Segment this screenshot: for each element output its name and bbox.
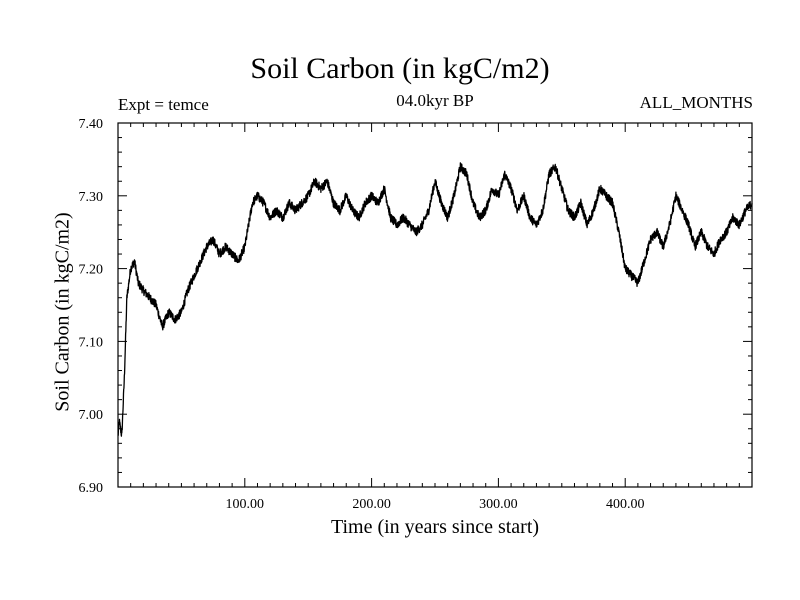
y-tick-label: 7.10 [79, 335, 104, 350]
y-tick-label: 7.00 [79, 408, 104, 423]
y-tick-label: 6.90 [79, 481, 104, 496]
series-line-soil-carbon [117, 162, 753, 437]
chart-title: Soil Carbon (in kgC/m2) [250, 52, 550, 85]
x-tick-label: 200.00 [352, 497, 391, 512]
period-label: 04.0kyr BP [396, 91, 474, 110]
x-axis-label: Time (in years since start) [330, 516, 540, 538]
x-tick-label: 100.00 [226, 497, 265, 512]
x-tick-label: 400.00 [606, 497, 645, 512]
series-layer [117, 162, 753, 437]
y-tick-label: 7.40 [79, 117, 104, 132]
y-tick-label: 7.20 [79, 263, 104, 278]
plot-frame [117, 122, 753, 488]
x-tick-label: 300.00 [479, 497, 518, 512]
ticks-layer: 100.00 200.00 300.00 400.00 6.90 7.00 7.10 7.20… [79, 117, 752, 512]
experiment-label: Expt = temce [118, 95, 209, 114]
months-label: ALL_MONTHS [639, 93, 753, 112]
y-tick-label: 7.30 [79, 190, 104, 205]
